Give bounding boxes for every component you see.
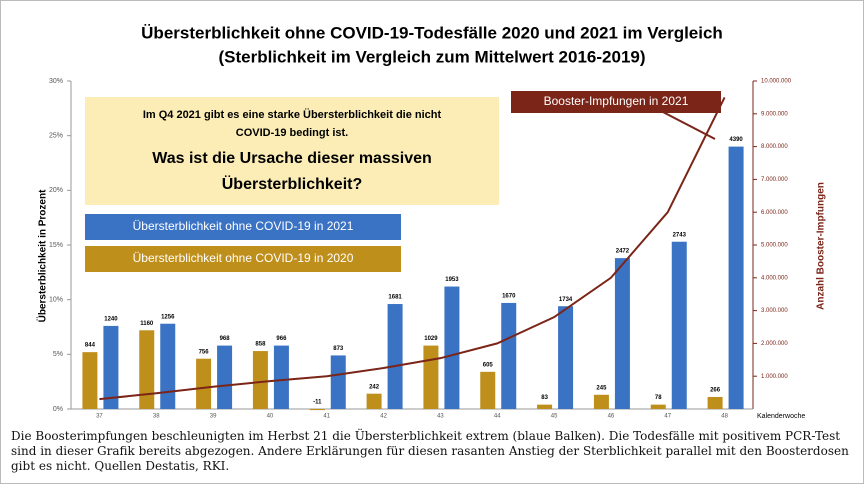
bar-count-label: 2743	[673, 232, 687, 238]
bar	[252, 351, 268, 409]
bar-count-label: 756	[199, 349, 210, 355]
y2-tick-label: 5.000.000	[761, 243, 788, 249]
y2-tick-label: 6.000.000	[761, 210, 788, 216]
bar-count-label: 242	[369, 384, 380, 390]
bar	[728, 146, 744, 409]
bar	[614, 258, 630, 409]
x-tick-label: 43	[437, 414, 444, 420]
x-tick-label: 42	[380, 414, 387, 420]
legend-box	[85, 214, 401, 240]
annotation: Übersterblichkeit?	[222, 174, 362, 193]
bar-count-label: 844	[85, 343, 96, 349]
y2-tick-label: 7.000.000	[761, 177, 788, 183]
bar	[82, 352, 98, 409]
bar-count-label: -11	[313, 400, 322, 406]
bar-count-label: 858	[255, 342, 266, 348]
chart-title: Übersterblichkeit ohne COVID-19-Todesfäl…	[141, 23, 723, 42]
chart-subtitle: (Sterblichkeit im Vergleich zum Mittelwe…	[218, 47, 645, 66]
bar	[444, 286, 460, 409]
bar	[160, 323, 176, 409]
x-tick-label: 44	[494, 414, 501, 420]
y2-tick-label: 3.000.000	[761, 308, 788, 314]
bar-count-label: 873	[333, 346, 344, 352]
bar	[671, 241, 687, 409]
annotation: Im Q4 2021 gibt es eine starke Übersterb…	[143, 108, 442, 121]
bar	[537, 404, 553, 409]
bar	[139, 330, 155, 409]
bar	[501, 302, 517, 409]
x-tick-label: 45	[551, 414, 558, 420]
y-tick-label: 5%	[53, 351, 63, 358]
chart: Übersterblichkeit ohne COVID-19-Todesfäl…	[36, 23, 827, 420]
annotation: COVID-19 bedingt ist.	[236, 127, 348, 139]
bar	[103, 325, 119, 409]
y-tick-label: 25%	[49, 133, 63, 140]
legend-label: Übersterblichkeit ohne COVID-19 in 2020	[133, 251, 354, 265]
booster-line	[99, 96, 726, 401]
y-tick-label: 20%	[49, 187, 63, 194]
bar-count-label: 1734	[559, 297, 573, 303]
y-tick-label: 30%	[49, 78, 63, 85]
y2-tick-label: 10.000.000	[761, 79, 792, 85]
x-tick-label: 40	[267, 414, 274, 420]
bar	[558, 306, 574, 409]
bar-count-label: 1670	[502, 294, 516, 300]
bar	[217, 345, 233, 409]
x-tick-label: 38	[153, 414, 160, 420]
bar	[707, 396, 723, 409]
legend-box	[511, 91, 721, 113]
legend-label: Booster-Impfungen in 2021	[544, 94, 689, 108]
bar-count-label: 266	[710, 388, 721, 394]
y2-tick-label: 4.000.000	[761, 275, 788, 281]
bar	[423, 345, 439, 409]
bar-count-label: 83	[541, 395, 548, 401]
bar	[366, 393, 382, 409]
bar-count-label: 78	[655, 395, 662, 401]
bar	[593, 394, 609, 409]
caption: Die Boosterimpfungen beschleunigten im H…	[11, 429, 849, 473]
legend-label: Übersterblichkeit ohne COVID-19 in 2021	[133, 219, 354, 233]
bar	[273, 345, 289, 409]
y2-tick-label: 9.000.000	[761, 111, 788, 117]
bar	[480, 371, 496, 409]
x-tick-label: 46	[608, 414, 615, 420]
bar	[196, 358, 212, 409]
bar-count-label: 1256	[161, 314, 175, 320]
y2-tick-label: 8.000.000	[761, 144, 788, 150]
bar-count-label: 966	[276, 336, 287, 342]
y-axis-label: Übersterblichkeit in Prozent	[36, 189, 49, 322]
bar-count-label: 605	[483, 362, 494, 368]
bar-count-label: 968	[220, 336, 231, 342]
x-tick-label: 47	[664, 414, 671, 420]
annotation: Was ist die Ursache dieser massiven	[152, 150, 432, 167]
x-tick-label: 39	[210, 414, 217, 420]
y2-tick-label: 2.000.000	[761, 341, 788, 347]
bar-count-label: 1240	[104, 316, 118, 322]
bar-count-label: 1953	[445, 277, 459, 283]
bar-count-label: 245	[596, 385, 607, 391]
bar-count-label: 4390	[729, 137, 743, 143]
annotation-box	[85, 97, 499, 205]
bar-count-label: 1160	[140, 321, 154, 327]
y-tick-label: 15%	[49, 242, 63, 249]
y2-tick-label: 1.000.000	[761, 374, 788, 380]
x-tick-label: 48	[721, 414, 728, 420]
bar	[650, 404, 666, 409]
y-tick-label: 0%	[53, 406, 63, 413]
x-tick-label: 37	[96, 414, 103, 420]
y-tick-label: 10%	[49, 297, 63, 304]
bar	[309, 409, 325, 411]
legend-box	[85, 246, 401, 272]
bar	[330, 355, 346, 409]
x-tick-label: 41	[323, 414, 330, 420]
x-axis-label: Kalenderwoche	[757, 413, 805, 420]
y2-axis-label: Anzahl Booster-Impfungen	[816, 182, 827, 310]
bar-count-label: 2472	[616, 249, 630, 255]
bar-count-label: 1681	[388, 295, 402, 301]
bar-count-label: 1029	[424, 336, 438, 342]
bar	[387, 304, 403, 409]
